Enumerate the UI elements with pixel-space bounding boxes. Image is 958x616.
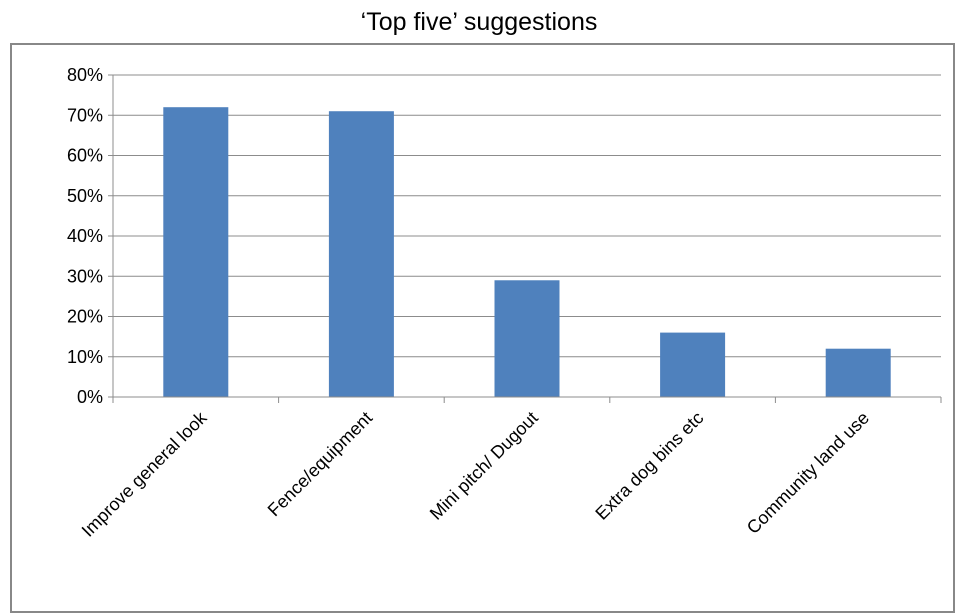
bar-5	[825, 348, 891, 397]
y-tick-label: 10%	[67, 347, 103, 367]
y-tick-label: 30%	[67, 266, 103, 286]
gridlines	[113, 74, 941, 358]
y-tick-label: 80%	[67, 65, 103, 85]
y-tick-label: 0%	[77, 387, 103, 407]
y-tick-label: 50%	[67, 186, 103, 206]
y-tick-labels: 0% 10% 20% 30% 40% 50% 60% 70% 80%	[67, 65, 103, 407]
bar-3	[494, 280, 560, 397]
category-labels: Improve general look Fence/equipment Mini …	[78, 407, 873, 541]
bar-1	[163, 107, 229, 397]
y-tick-label: 20%	[67, 307, 103, 327]
axes	[108, 74, 942, 403]
category-label: Community land use	[743, 408, 873, 538]
bar-4	[660, 332, 726, 397]
category-label: Fence/equipment	[264, 408, 376, 520]
y-tick-label: 60%	[67, 146, 103, 166]
y-tick-label: 40%	[67, 226, 103, 246]
category-label: Extra dog bins etc	[591, 408, 707, 524]
y-tick-label: 70%	[67, 105, 103, 125]
category-label: Improve general look	[78, 407, 212, 541]
bar-2	[328, 111, 394, 397]
chart-title: ‘Top five’ suggestions	[360, 8, 598, 36]
bars	[163, 107, 891, 397]
category-label: Mini pitch/ Dugout	[426, 408, 542, 524]
